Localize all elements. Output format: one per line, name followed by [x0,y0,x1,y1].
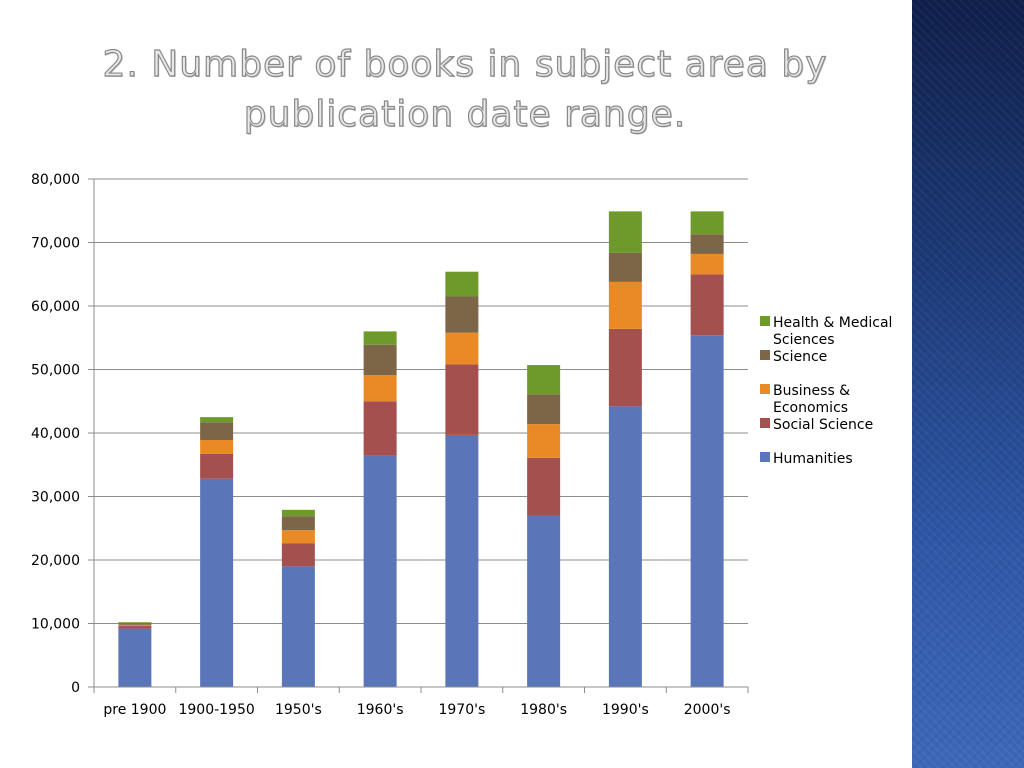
bar-segment-humanities-1 [200,478,234,687]
y-tick-label: 30,000 [31,490,80,506]
side-decoration-panel [912,0,1024,768]
bar-segment-science-6 [608,252,642,282]
bars-layer [118,211,724,687]
bar-segment-science-2 [281,516,315,531]
bar-segment-business-economics-4 [445,332,479,365]
legend-swatch [760,452,770,462]
x-tick-label: 2000's [684,702,731,718]
bar-segment-business-economics-6 [608,281,642,329]
bar-segment-health-medical-sciences-1 [200,417,234,423]
bar-segment-social-science-4 [445,364,479,435]
bar-segment-humanities-7 [690,335,724,687]
x-tick-label: 1990's [602,702,649,718]
bar-segment-business-economics-0 [118,624,152,627]
stacked-bar-chart: 0 10,000 20,000 30,000 40,000 50,000 60,000 70,… [31,172,892,718]
y-tick-label: 40,000 [31,426,80,442]
legend-label: Science [773,349,827,365]
slide-title: 2. Number of books in subject area by pu… [60,40,870,140]
bar-segment-health-medical-sciences-6 [608,211,642,253]
y-tick-label: 0 [71,680,80,696]
bar-segment-social-science-0 [118,626,152,629]
slide-title-line-2: publication date range. [243,93,687,135]
legend-swatch [760,384,770,394]
bar-segment-health-medical-sciences-7 [690,211,724,235]
bar-segment-humanities-6 [608,406,642,687]
y-tick-label: 60,000 [31,299,80,315]
legend-swatch [760,316,770,326]
bar-segment-science-1 [200,422,234,440]
legend-swatch [760,418,770,428]
bar-segment-health-medical-sciences-2 [281,509,315,517]
bar-segment-social-science-5 [527,457,561,516]
bar-segment-business-economics-3 [363,375,397,402]
legend-swatch [760,350,770,360]
x-tick-label: pre 1900 [103,702,166,718]
y-tick-label: 80,000 [31,172,80,188]
bar-segment-humanities-5 [527,515,561,687]
bar-segment-health-medical-sciences-3 [363,331,397,345]
x-tick-label: 1950's [275,702,322,718]
bar-segment-social-science-2 [281,543,315,567]
legend-label: Health & Medical Sciences [773,315,892,348]
bar-segment-humanities-4 [445,434,479,687]
bar-segment-science-5 [527,394,561,425]
bar-segment-business-economics-1 [200,439,234,454]
y-tick-label: 50,000 [31,363,80,379]
bar-segment-humanities-3 [363,455,397,687]
legend-label: Business & Economics [773,383,850,416]
x-tick-label: 1960's [357,702,404,718]
bar-segment-science-4 [445,296,479,333]
bar-segment-social-science-7 [690,274,724,336]
bar-segment-humanities-0 [118,628,152,687]
axes-layer: 0 10,000 20,000 30,000 40,000 50,000 60,000 70,… [31,172,749,718]
y-tick-label: 10,000 [31,617,80,633]
x-tick-label: 1980's [520,702,567,718]
bar-segment-health-medical-sciences-0 [118,622,152,624]
grid-layer [94,178,748,624]
bar-segment-social-science-3 [363,401,397,456]
bar-segment-business-economics-2 [281,530,315,544]
bar-segment-science-0 [118,623,152,625]
slide-title-line-1: 2. Number of books in subject area by [102,43,828,85]
bar-segment-science-7 [690,234,724,254]
bar-segment-business-economics-7 [690,253,724,275]
bar-segment-health-medical-sciences-4 [445,271,479,297]
bar-segment-social-science-6 [608,328,642,407]
bar-segment-business-economics-5 [527,424,561,458]
x-tick-label: 1900-1950 [178,702,254,718]
y-tick-label: 20,000 [31,553,80,569]
bar-segment-social-science-1 [200,453,234,479]
x-tick-label: 1970's [438,702,485,718]
legend-label: Social Science [773,417,873,433]
legend-label: Humanities [773,451,853,467]
bar-segment-science-3 [363,344,397,376]
bar-segment-humanities-2 [281,566,315,687]
bar-segment-health-medical-sciences-5 [527,365,561,395]
y-tick-label: 70,000 [31,236,80,252]
